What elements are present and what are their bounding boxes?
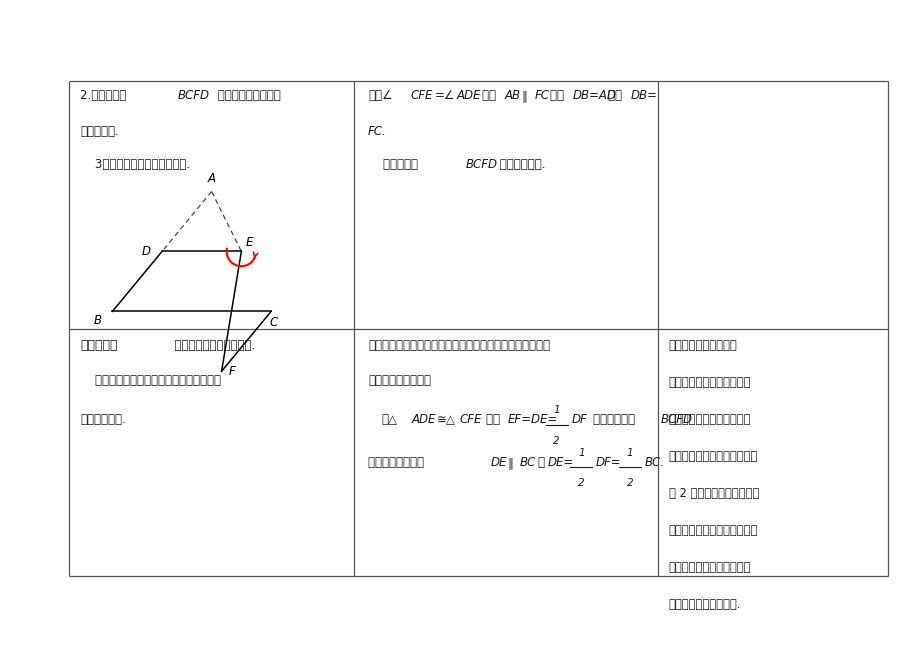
Text: E: E [245,236,253,249]
Text: 并说明理由.: 并说明理由. [80,125,119,138]
Text: 探索三角形中位线的性质.: 探索三角形中位线的性质. [167,339,255,352]
Text: FC.: FC. [368,125,386,138]
Text: 三角形的一个重要性质，通: 三角形的一个重要性质，通 [668,376,751,389]
Text: 2: 2 [626,478,633,488]
Text: 2: 2 [552,436,560,445]
Text: 1: 1 [552,406,560,415]
Text: CFE: CFE [460,413,482,426]
Text: DF=: DF= [596,456,621,469]
Text: 在实践探索一的基础上，通过独立思考和合作交流，得出三: 在实践探索一的基础上，通过独立思考和合作交流，得出三 [368,339,550,352]
Text: 1: 1 [626,448,633,458]
Text: 第三边的一半.: 第三边的一半. [80,413,126,426]
Text: BC.: BC. [644,456,664,469]
Text: FC: FC [534,89,549,102]
Text: 三角形中位线的性质是: 三角形中位线的性质是 [668,339,737,352]
Text: ，得: ，得 [482,89,499,102]
Text: CFE: CFE [410,89,432,102]
Text: ，得: ，得 [607,89,625,102]
Text: 实践探索二: 实践探索二 [80,339,118,352]
Text: 是否是平行四边形？: 是否是平行四边形？ [214,89,281,102]
Text: ≅△: ≅△ [437,413,456,426]
Text: DF: DF [571,413,586,426]
Text: =∠: =∠ [435,89,455,102]
Text: DB=AD: DB=AD [572,89,616,102]
Text: 性质的特点：在同一条件下，: 性质的特点：在同一条件下， [668,450,757,463]
Text: 2.判别四边形: 2.判别四边形 [80,89,130,102]
Text: 角形中位线的性质：: 角形中位线的性质： [368,374,430,387]
Text: 3．引入三角形中位线的概念.: 3．引入三角形中位线的概念. [80,158,190,171]
Text: F: F [228,365,235,378]
Text: BCFD: BCFD [177,89,210,102]
Text: DB=: DB= [630,89,656,102]
Text: ADE: ADE [456,89,480,102]
Text: DE: DE [490,456,506,469]
Text: 是平行四边形.: 是平行四边形. [495,158,545,171]
Text: ，由: ，由 [550,89,567,102]
Text: ∥: ∥ [507,456,513,469]
Text: AB: AB [504,89,519,102]
Text: D: D [142,245,151,258]
Text: ∥: ∥ [521,89,527,102]
Text: 1: 1 [577,448,584,458]
Text: C: C [269,316,278,329]
Text: ，: ， [537,456,544,469]
Text: ，得: ，得 [485,413,503,426]
Text: 又由∠: 又由∠ [368,89,392,102]
Text: ADE: ADE [411,413,435,426]
Text: EF=DE=: EF=DE= [507,413,558,426]
Text: 三角形的中位线平行于第三边，并且等于: 三角形的中位线平行于第三边，并且等于 [80,374,221,387]
Text: B: B [94,314,101,327]
Text: DE=: DE= [547,456,573,469]
Text: BC: BC [519,456,536,469]
Text: 有 2 个结论，一个表示位置: 有 2 个结论，一个表示位置 [668,487,758,500]
Text: 所以四边形: 所以四边形 [368,158,421,171]
Text: 提醒学生在应用该性质时，: 提醒学生在应用该性质时， [668,561,751,574]
Text: BCFD: BCFD [660,413,692,426]
Text: BCFD: BCFD [465,158,497,171]
Text: 过学生相互讨论，归纳这个: 过学生相互讨论，归纳这个 [668,413,751,426]
Text: A: A [208,172,215,185]
Text: 是平行四边形，得: 是平行四边形，得 [368,456,427,469]
Text: 关系，另一个表示数量关系，: 关系，另一个表示数量关系， [668,524,757,537]
Text: ，又由四边形: ，又由四边形 [593,413,639,426]
Text: 要根据需要，选用结论.: 要根据需要，选用结论. [668,598,741,611]
Text: 由△: 由△ [381,413,397,426]
Text: 2: 2 [577,478,584,488]
